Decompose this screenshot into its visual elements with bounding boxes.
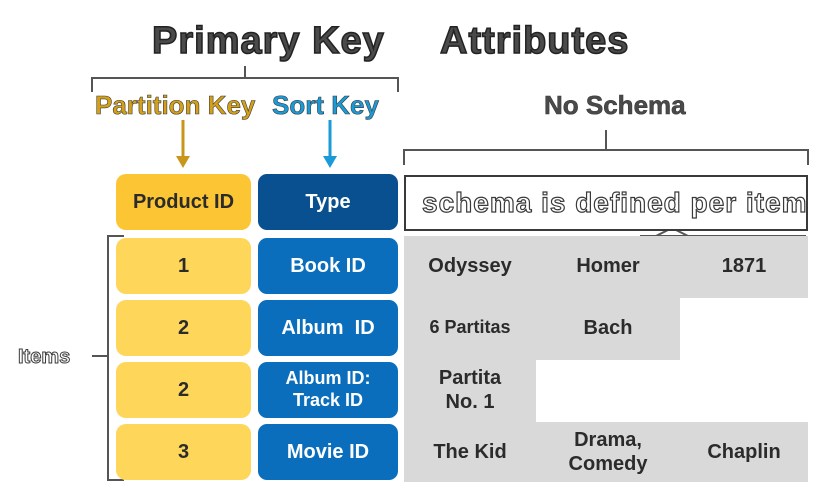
- items-label: Items: [17, 346, 71, 369]
- row-1-type: Book ID: [258, 238, 398, 294]
- attr-row-4-bg: [404, 422, 808, 482]
- schema-note-text: schema is defined per item: [421, 186, 808, 218]
- row-2-type: Album ID: [258, 300, 398, 356]
- row-4-type: Movie ID: [258, 424, 398, 480]
- row-4-attr-2: Drama, Comedy: [568, 429, 648, 475]
- row-2-product-id: 2: [116, 300, 251, 356]
- attr-row-1-bg: [404, 236, 808, 298]
- attr-row-2-bg: [404, 298, 680, 360]
- row-1-product-id: 1: [116, 238, 251, 294]
- schema-note-box: schema is defined per item: [404, 175, 808, 231]
- partition-key-label: Partition Key: [95, 90, 256, 120]
- row-2-attr-1: 6 Partitas: [429, 317, 511, 338]
- row-1-attr-1: Odyssey: [428, 255, 512, 277]
- row-4-attr-3: Chaplin: [707, 441, 781, 463]
- row-2-attr-2: Bach: [583, 317, 633, 339]
- attr-row-3-bg: [404, 360, 536, 422]
- type-header: Type: [258, 174, 398, 230]
- row-4-attr-1: The Kid: [433, 441, 507, 463]
- row-3-type: Album ID: Track ID: [258, 362, 398, 418]
- row-3-attr-1: Partita No. 1: [438, 367, 502, 413]
- attributes-heading: Attributes: [439, 20, 630, 62]
- row-4-product-id: 3: [116, 424, 251, 480]
- sort-key-label: Sort Key: [272, 90, 380, 120]
- row-1-attr-3: 1871: [721, 255, 767, 277]
- row-1-attr-2: Homer: [576, 255, 640, 277]
- row-3-product-id: 2: [116, 362, 251, 418]
- product-id-header: Product ID: [116, 174, 251, 230]
- no-schema-label: No Schema: [544, 90, 686, 120]
- primary-key-heading: Primary Key: [151, 20, 385, 62]
